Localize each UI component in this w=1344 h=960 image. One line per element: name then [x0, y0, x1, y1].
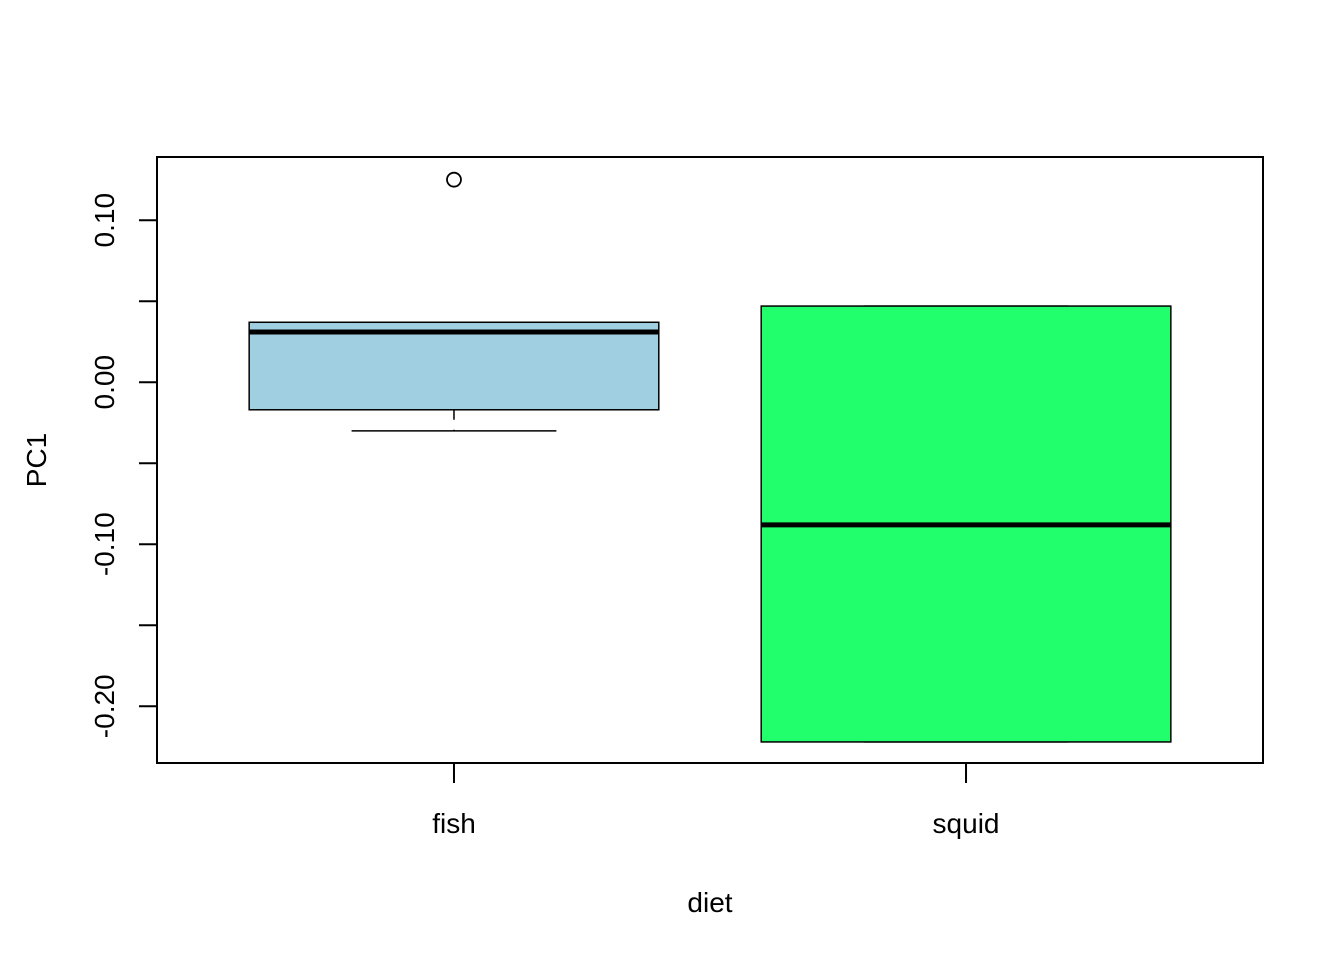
- box-fish: [248, 171, 660, 432]
- x-axis: fish squid: [432, 762, 1000, 839]
- x-axis-title: diet: [687, 887, 732, 918]
- iqr-box: [248, 321, 660, 411]
- y-tick-label: 0.10: [89, 193, 120, 248]
- y-axis: 0.10 0.00 -0.10 -0.20: [89, 193, 158, 738]
- outlier-point: [446, 171, 462, 188]
- box-squid: [760, 305, 1172, 743]
- x-tick-label: fish: [432, 808, 476, 839]
- boxes-layer: [248, 171, 1172, 743]
- y-tick-label: -0.20: [89, 674, 120, 738]
- x-tick-label: squid: [933, 808, 1000, 839]
- y-tick-label: -0.10: [89, 512, 120, 576]
- y-tick-label: 0.00: [89, 355, 120, 410]
- y-axis-title: PC1: [21, 433, 52, 487]
